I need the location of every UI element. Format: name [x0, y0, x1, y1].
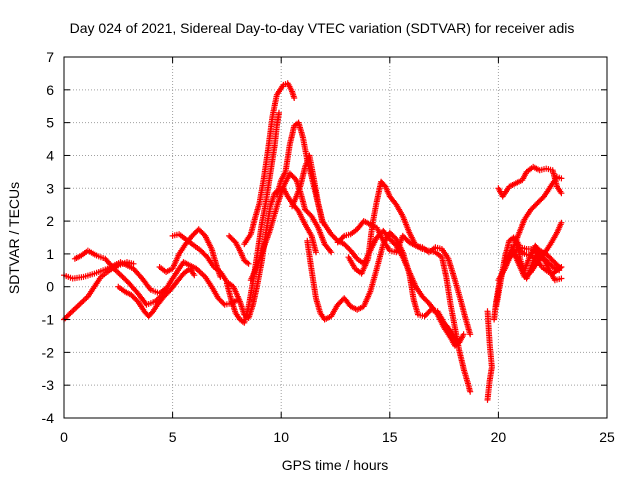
x-tick-label: 0	[60, 429, 68, 445]
series-arc-b	[71, 247, 241, 308]
series-arc-g	[223, 109, 282, 326]
series-arc-h	[226, 232, 252, 267]
marker-trace	[304, 229, 461, 346]
x-tick-label: 25	[599, 429, 615, 445]
x-tick-label: 10	[273, 429, 289, 445]
y-tick-label: 7	[46, 49, 54, 65]
series-arc-i	[241, 80, 298, 248]
grid-lines	[64, 57, 607, 418]
series-arc-r	[495, 163, 565, 200]
series-arc-n	[334, 218, 474, 338]
series-arc-e	[156, 226, 224, 280]
marker-trace	[71, 247, 241, 308]
x-axis-label: GPS time / hours	[282, 457, 389, 473]
marker-trace	[156, 226, 224, 280]
y-tick-label: -1	[42, 312, 55, 328]
plot-frame	[63, 56, 608, 419]
chart-title: Day 024 of 2021, Sidereal Day-to-day VTE…	[70, 20, 575, 36]
x-tick-label: 15	[382, 429, 398, 445]
series-arc-o	[345, 178, 474, 395]
y-tick-label: -4	[42, 410, 55, 426]
y-tick-label: -2	[42, 344, 55, 360]
marker-trace	[115, 265, 198, 320]
marker-trace	[495, 163, 565, 200]
y-tick-label: 6	[46, 82, 54, 98]
marker-trace	[241, 80, 298, 248]
data-markers	[61, 80, 565, 403]
y-tick-label: 2	[46, 213, 54, 229]
marker-trace	[247, 170, 335, 284]
y-tick-label: 5	[46, 115, 54, 131]
series-arc-m	[304, 229, 461, 346]
axis-ticks: 0 5 10 15 20 25 -4 -3 -2 -1 0 1 2 3 4 5 6 7	[42, 49, 615, 445]
marker-trace	[345, 178, 474, 395]
y-axis-label: SDTVAR / TECUs	[6, 182, 22, 294]
y-tick-label: 0	[46, 279, 54, 295]
marker-trace	[223, 109, 282, 326]
marker-trace	[512, 236, 563, 274]
series-arc-w	[512, 236, 563, 274]
marker-trace	[334, 218, 474, 338]
series-arc-j	[247, 170, 335, 284]
x-tick-label: 5	[169, 429, 177, 445]
series-arc-d	[115, 265, 198, 320]
y-tick-label: 1	[46, 246, 54, 262]
x-tick-label: 20	[491, 429, 507, 445]
y-tick-label: 4	[46, 147, 54, 163]
y-tick-label: -3	[42, 377, 55, 393]
marker-trace	[484, 308, 495, 403]
series-arc-p	[484, 308, 495, 403]
y-tick-label: 3	[46, 180, 54, 196]
marker-trace	[226, 232, 252, 267]
